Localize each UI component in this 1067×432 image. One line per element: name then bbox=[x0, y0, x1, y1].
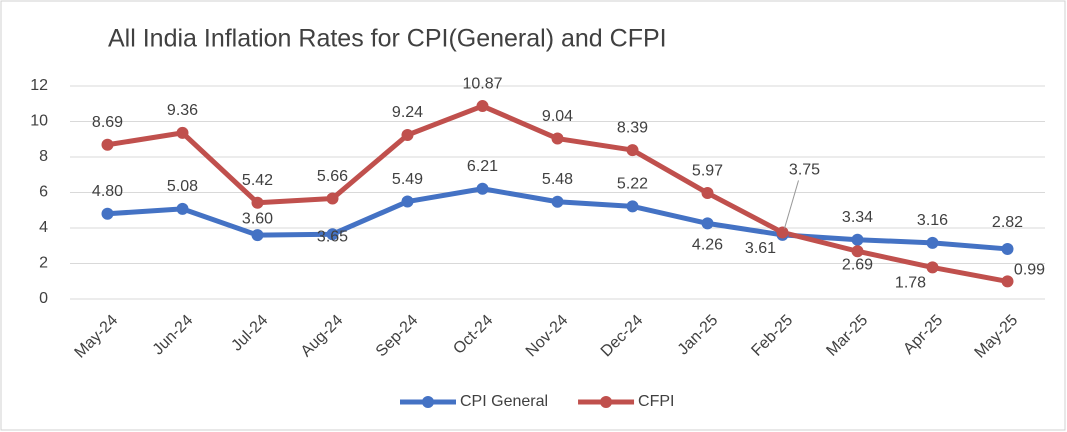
marker bbox=[101, 138, 114, 151]
legend-marker bbox=[600, 396, 613, 408]
chart-title: All India Inflation Rates for CPI(Genera… bbox=[108, 25, 667, 53]
marker bbox=[626, 144, 639, 157]
marker bbox=[851, 233, 864, 246]
marker bbox=[926, 261, 939, 274]
legend-marker bbox=[422, 396, 434, 408]
marker bbox=[401, 128, 414, 141]
y-tick-label: 10 bbox=[30, 113, 48, 130]
marker bbox=[326, 228, 339, 241]
data-label: 9.04 bbox=[542, 108, 573, 125]
marker bbox=[1001, 275, 1014, 288]
data-label: 1.78 bbox=[895, 275, 926, 292]
data-label: 3.75 bbox=[789, 162, 820, 179]
marker bbox=[251, 196, 264, 209]
data-label: 3.16 bbox=[917, 212, 948, 229]
leader-line bbox=[784, 180, 799, 229]
data-label: 3.65 bbox=[317, 228, 348, 245]
marker bbox=[401, 195, 414, 208]
y-tick-label: 8 bbox=[39, 148, 48, 165]
data-label: 5.97 bbox=[692, 162, 723, 179]
marker bbox=[851, 245, 864, 258]
marker bbox=[551, 195, 564, 208]
data-label: 8.39 bbox=[617, 119, 648, 136]
data-label: 3.60 bbox=[242, 210, 273, 227]
data-label: 5.42 bbox=[242, 172, 273, 189]
data-label: 5.66 bbox=[317, 168, 348, 185]
marker bbox=[701, 187, 714, 200]
marker bbox=[476, 182, 489, 195]
data-label: 5.48 bbox=[542, 171, 573, 188]
data-label: 2.82 bbox=[992, 214, 1023, 231]
y-tick-label: 6 bbox=[39, 184, 48, 201]
data-label: 8.69 bbox=[92, 114, 123, 131]
legend-label: CPI General bbox=[460, 393, 548, 410]
data-label: 2.69 bbox=[842, 256, 873, 273]
data-label: 9.24 bbox=[392, 104, 423, 121]
data-label: 9.36 bbox=[167, 102, 198, 119]
data-label: 3.61 bbox=[745, 240, 776, 257]
marker bbox=[776, 226, 789, 239]
y-tick-label: 4 bbox=[39, 219, 48, 236]
data-label: 4.26 bbox=[692, 237, 723, 254]
marker bbox=[1001, 242, 1014, 255]
legend-label: CFPI bbox=[638, 393, 674, 410]
y-tick-label: 2 bbox=[39, 255, 48, 272]
data-label: 3.34 bbox=[842, 209, 873, 226]
data-label: 0.99 bbox=[1014, 262, 1045, 279]
data-label: 10.87 bbox=[462, 75, 502, 92]
y-tick-label: 12 bbox=[30, 77, 48, 94]
marker bbox=[701, 217, 714, 230]
marker bbox=[626, 200, 639, 213]
marker bbox=[101, 207, 114, 220]
data-label: 5.22 bbox=[617, 176, 648, 193]
marker bbox=[176, 126, 189, 139]
marker bbox=[926, 236, 939, 249]
marker bbox=[476, 100, 489, 113]
data-label: 5.49 bbox=[392, 171, 423, 188]
marker bbox=[176, 202, 189, 215]
data-label: 5.08 bbox=[167, 178, 198, 195]
y-tick-label: 0 bbox=[39, 290, 48, 307]
marker bbox=[251, 229, 264, 242]
marker bbox=[551, 132, 564, 145]
data-label: 4.80 bbox=[92, 183, 123, 200]
data-label: 6.21 bbox=[467, 158, 498, 175]
marker bbox=[326, 192, 339, 205]
